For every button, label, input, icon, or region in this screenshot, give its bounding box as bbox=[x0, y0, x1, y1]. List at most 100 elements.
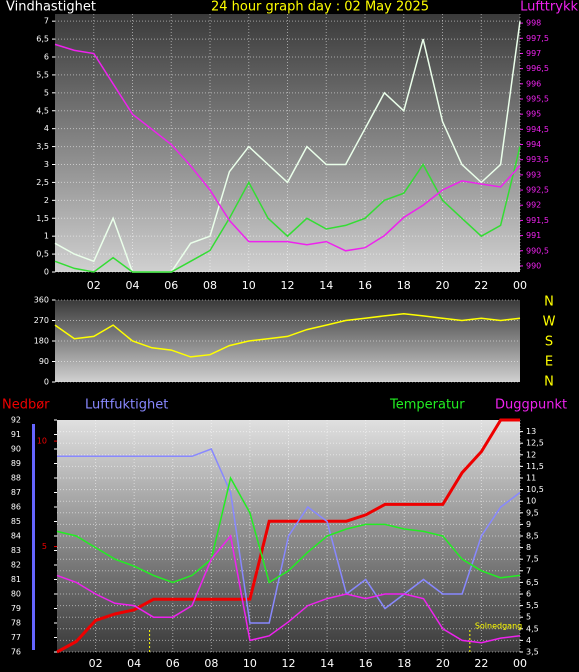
y2-tick-label: 6,5 bbox=[526, 578, 539, 587]
x-tick-label: 06 bbox=[166, 657, 180, 670]
y3-tick-label: 10 bbox=[37, 437, 47, 446]
x-tick-label: 00 bbox=[513, 279, 527, 292]
x-tick-label: 20 bbox=[436, 279, 450, 292]
x-tick-label: 08 bbox=[203, 279, 217, 292]
series-line bbox=[56, 475, 521, 584]
y2-tick-label: 9,5 bbox=[526, 508, 539, 517]
compass-label: E bbox=[545, 355, 553, 370]
y2-tick-label: 996,5 bbox=[526, 64, 549, 73]
y-tick-label: 3 bbox=[44, 160, 49, 169]
legend-label: Nedbør bbox=[2, 398, 50, 413]
x-tick-label: 08 bbox=[204, 657, 218, 670]
x-tick-label: 18 bbox=[397, 657, 411, 670]
y-tick-label: 82 bbox=[11, 561, 21, 570]
y-tick-label: 84 bbox=[11, 532, 21, 541]
axis-bar bbox=[32, 424, 35, 650]
series-line bbox=[54, 312, 521, 358]
y-tick-label: 91 bbox=[11, 430, 21, 439]
x-tick-label: 04 bbox=[127, 657, 141, 670]
x-tick-label: 22 bbox=[474, 279, 488, 292]
y-tick-label: 77 bbox=[11, 633, 21, 642]
y-tick-label: 2 bbox=[44, 196, 49, 205]
y-tick-label: 5 bbox=[44, 88, 49, 97]
y2-tick-label: 12,5 bbox=[526, 439, 544, 448]
compass-label: N bbox=[544, 375, 554, 390]
y2-tick-label: 11 bbox=[526, 474, 536, 483]
x-tick-label: 04 bbox=[126, 279, 140, 292]
y2-tick-label: 6 bbox=[526, 590, 531, 599]
y-tick-label: 4 bbox=[44, 124, 49, 133]
y-tick-label: 270 bbox=[34, 316, 49, 325]
series-line bbox=[56, 418, 520, 654]
y2-tick-label: 10 bbox=[526, 497, 536, 506]
y2-tick-label: 12 bbox=[526, 450, 536, 459]
annotation: Solnedgang bbox=[475, 622, 522, 631]
y-tick-label: 92 bbox=[11, 416, 21, 425]
legend-label: Duggpunkt bbox=[495, 398, 567, 413]
y-tick-label: 79 bbox=[11, 604, 21, 613]
x-tick-label: 02 bbox=[89, 657, 103, 670]
y-tick-label: 85 bbox=[11, 517, 21, 526]
y2-tick-label: 8 bbox=[526, 543, 531, 552]
y2-axis-title: Lufttrykk bbox=[520, 0, 578, 15]
y2-tick-label: 4 bbox=[526, 636, 531, 645]
x-tick-label: 18 bbox=[397, 279, 411, 292]
y2-tick-label: 994,5 bbox=[526, 125, 549, 134]
y2-tick-label: 995 bbox=[526, 110, 541, 119]
x-tick-label: 14 bbox=[320, 657, 334, 670]
y-tick-label: 6 bbox=[44, 53, 49, 62]
x-tick-label: 10 bbox=[242, 279, 256, 292]
y-tick-label: 180 bbox=[34, 337, 49, 346]
legend-label: Luftfuktighet bbox=[85, 398, 168, 413]
y-tick-label: 360 bbox=[34, 296, 49, 305]
x-tick-label: 16 bbox=[358, 279, 372, 292]
y2-tick-label: 990,5 bbox=[526, 246, 549, 255]
x-tick-label: 14 bbox=[319, 279, 333, 292]
y2-tick-label: 4,5 bbox=[526, 624, 539, 633]
y-tick-label: 83 bbox=[11, 546, 21, 555]
x-tick-label: 10 bbox=[243, 657, 257, 670]
y2-tick-label: 991,5 bbox=[526, 216, 549, 225]
y-tick-label: 76 bbox=[11, 648, 21, 657]
y-tick-label: 0 bbox=[44, 268, 49, 277]
y2-tick-label: 5 bbox=[526, 613, 531, 622]
x-tick-label: 06 bbox=[164, 279, 178, 292]
y-tick-label: 2,5 bbox=[36, 178, 49, 187]
y2-tick-label: 997,5 bbox=[526, 34, 549, 43]
y-tick-label: 1 bbox=[44, 232, 49, 241]
series-line bbox=[54, 146, 521, 273]
y2-tick-label: 991 bbox=[526, 231, 541, 240]
y2-tick-label: 11,5 bbox=[526, 462, 544, 471]
y-tick-label: 1,5 bbox=[36, 214, 49, 223]
x-tick-label: 16 bbox=[359, 657, 373, 670]
y2-tick-label: 993 bbox=[526, 170, 541, 179]
y-tick-label: 0,5 bbox=[36, 250, 49, 259]
y-tick-label: 88 bbox=[11, 474, 21, 483]
y-tick-label: 81 bbox=[11, 575, 21, 584]
y-tick-label: 6,5 bbox=[36, 35, 49, 44]
y-tick-label: 89 bbox=[11, 459, 21, 468]
y-tick-label: 80 bbox=[11, 590, 21, 599]
y-axis-title: Vindhastighet bbox=[6, 0, 96, 15]
y2-tick-label: 9 bbox=[526, 520, 531, 529]
y2-tick-label: 994 bbox=[526, 140, 541, 149]
y2-tick-label: 993,5 bbox=[526, 155, 549, 164]
series-line bbox=[54, 43, 521, 252]
y2-tick-label: 3,5 bbox=[526, 648, 539, 657]
y-tick-label: 4,5 bbox=[36, 106, 49, 115]
y2-tick-label: 992,5 bbox=[526, 186, 549, 195]
compass-label: N bbox=[544, 295, 554, 310]
y2-tick-label: 8,5 bbox=[526, 532, 539, 541]
y2-tick-label: 13 bbox=[526, 427, 536, 436]
y2-tick-label: 7,5 bbox=[526, 555, 539, 564]
y2-tick-label: 5,5 bbox=[526, 601, 539, 610]
y2-tick-label: 10,5 bbox=[526, 485, 544, 494]
y2-tick-label: 7 bbox=[526, 566, 531, 575]
y2-tick-label: 998 bbox=[526, 19, 541, 28]
y2-tick-label: 992 bbox=[526, 201, 541, 210]
y-tick-label: 7 bbox=[44, 17, 49, 26]
legend-label: Temperatur bbox=[389, 398, 465, 413]
x-tick-label: 00 bbox=[513, 657, 527, 670]
